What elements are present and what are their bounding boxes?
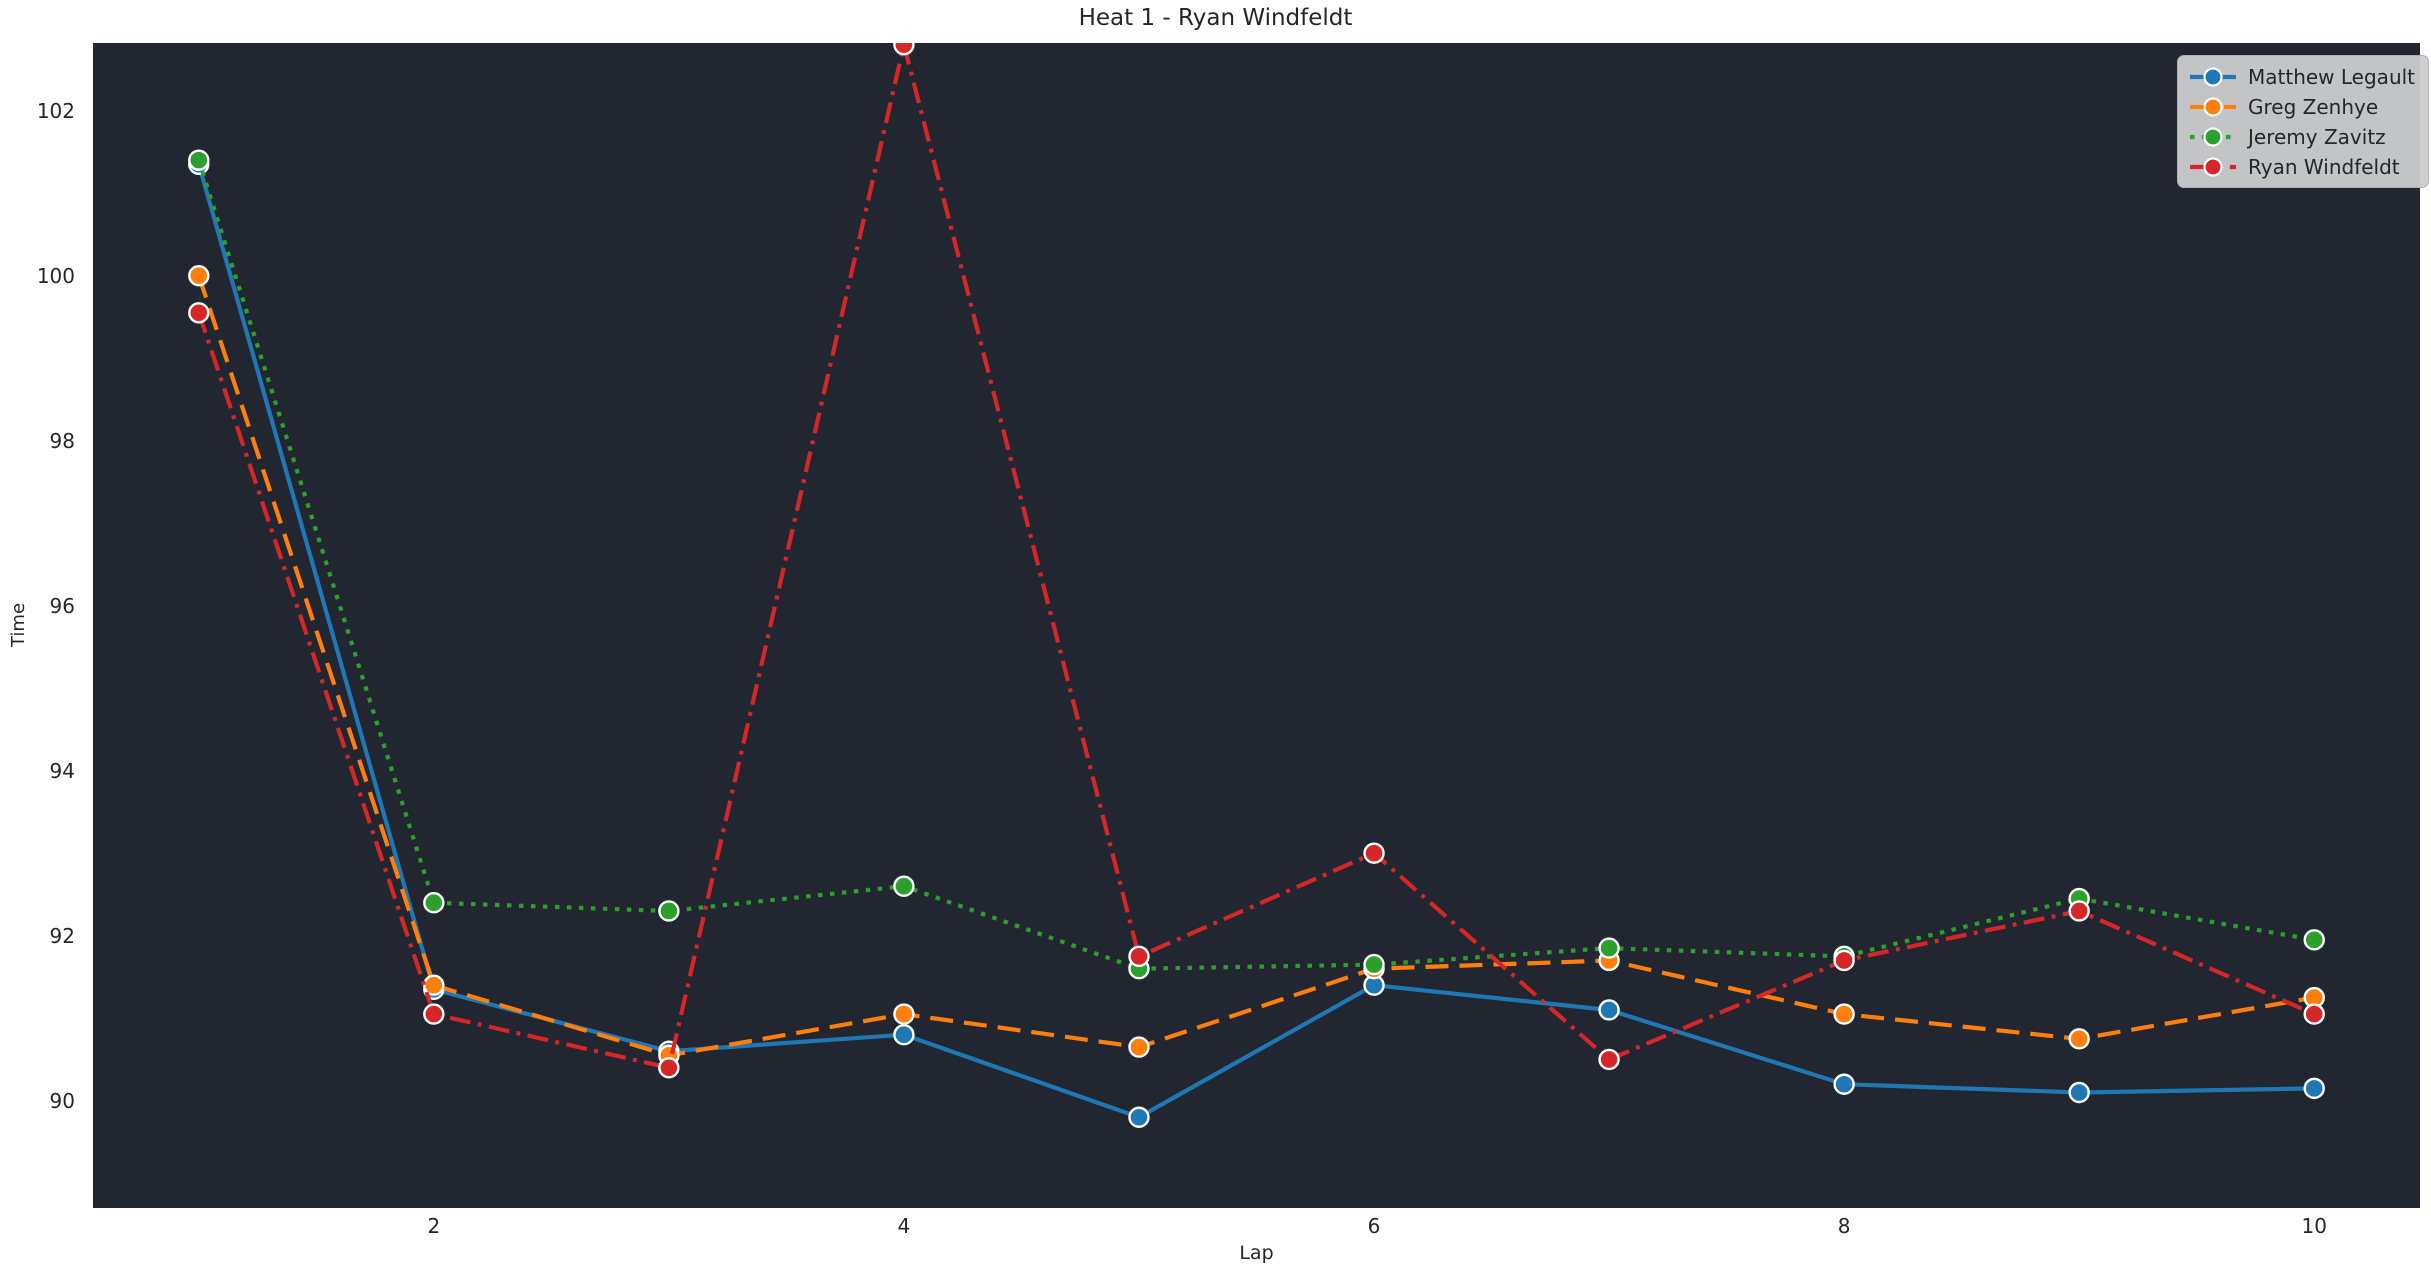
plot-background [93, 43, 2420, 1208]
series-line-ryan-windfeldt [196, 44, 2316, 1071]
legend-item-matthew-legault: Matthew Legault [2188, 63, 2415, 90]
data-point-marker [188, 264, 210, 287]
legend-label: Greg Zenhye [2248, 94, 2379, 119]
legend-label: Ryan Windfeldt [2248, 154, 2400, 179]
data-point-marker [188, 302, 210, 324]
legend-label: Matthew Legault [2248, 64, 2416, 89]
data-point-marker [423, 974, 445, 996]
x-tick-label: 8 [1837, 1214, 1851, 1238]
data-point-marker [893, 43, 915, 56]
legend-line-sample [2190, 156, 2236, 177]
x-tick-label: 6 [1367, 1214, 1381, 1238]
data-point-marker [1833, 949, 1855, 972]
x-tick-label: 4 [897, 1214, 911, 1238]
series-line-greg-zenhye [196, 275, 2315, 1058]
legend: Matthew Legault Greg Zenhye Jeremy Zavitz R… [2177, 55, 2430, 188]
y-tick-label: 94 [49, 758, 75, 783]
data-point-marker [423, 1003, 445, 1025]
y-tick-label: 100 [36, 263, 75, 288]
data-point-marker [658, 1057, 680, 1079]
data-point-marker [1833, 1073, 1855, 1095]
data-point-marker [2068, 1028, 2090, 1050]
legend-line-sample [2190, 66, 2236, 87]
legend-line-sample [2190, 126, 2236, 147]
legend-line-sample [2190, 96, 2236, 117]
chart-title: Heat 1 - Ryan Windfeldt [1078, 5, 1353, 31]
data-point-marker [1128, 945, 1150, 968]
data-point-marker [188, 149, 210, 171]
data-point-marker [893, 875, 915, 897]
data-point-marker [893, 1003, 915, 1025]
legend-item-greg-zenhye: Greg Zenhye [2188, 93, 2415, 120]
data-point-marker [2303, 1003, 2325, 1025]
data-point-marker [1598, 999, 1620, 1021]
y-tick-label: 92 [49, 923, 75, 948]
data-point-marker [2068, 900, 2090, 922]
legend-item-jeremy-zavitz: Jeremy Zavitz [2188, 123, 2415, 150]
data-point-marker [1598, 937, 1620, 959]
data-point-marker [1833, 1003, 1855, 1025]
x-axis-label: Lap [1239, 1242, 1274, 1264]
data-point-marker [1128, 1036, 1150, 1058]
legend-label: Jeremy Zavitz [2248, 124, 2386, 149]
x-tick-label: 2 [427, 1214, 441, 1238]
y-tick-label: 98 [49, 428, 75, 453]
y-tick-label: 96 [49, 593, 75, 618]
data-point-marker [1598, 1048, 1620, 1071]
legend-item-ryan-windfeldt: Ryan Windfeldt [2188, 153, 2415, 180]
data-point-marker [2303, 929, 2325, 951]
data-point-marker [893, 1024, 915, 1046]
data-point-marker [1363, 953, 1385, 976]
data-point-marker [1128, 1106, 1150, 1128]
data-point-marker [2068, 1081, 2090, 1104]
data-point-marker [1363, 842, 1385, 864]
data-point-marker [658, 900, 680, 922]
data-point-marker [2303, 1077, 2325, 1100]
y-tick-label: 90 [49, 1088, 75, 1113]
y-tick-label: 102 [36, 98, 75, 123]
data-point-marker [423, 892, 445, 914]
x-tick-label: 10 [2301, 1214, 2327, 1238]
